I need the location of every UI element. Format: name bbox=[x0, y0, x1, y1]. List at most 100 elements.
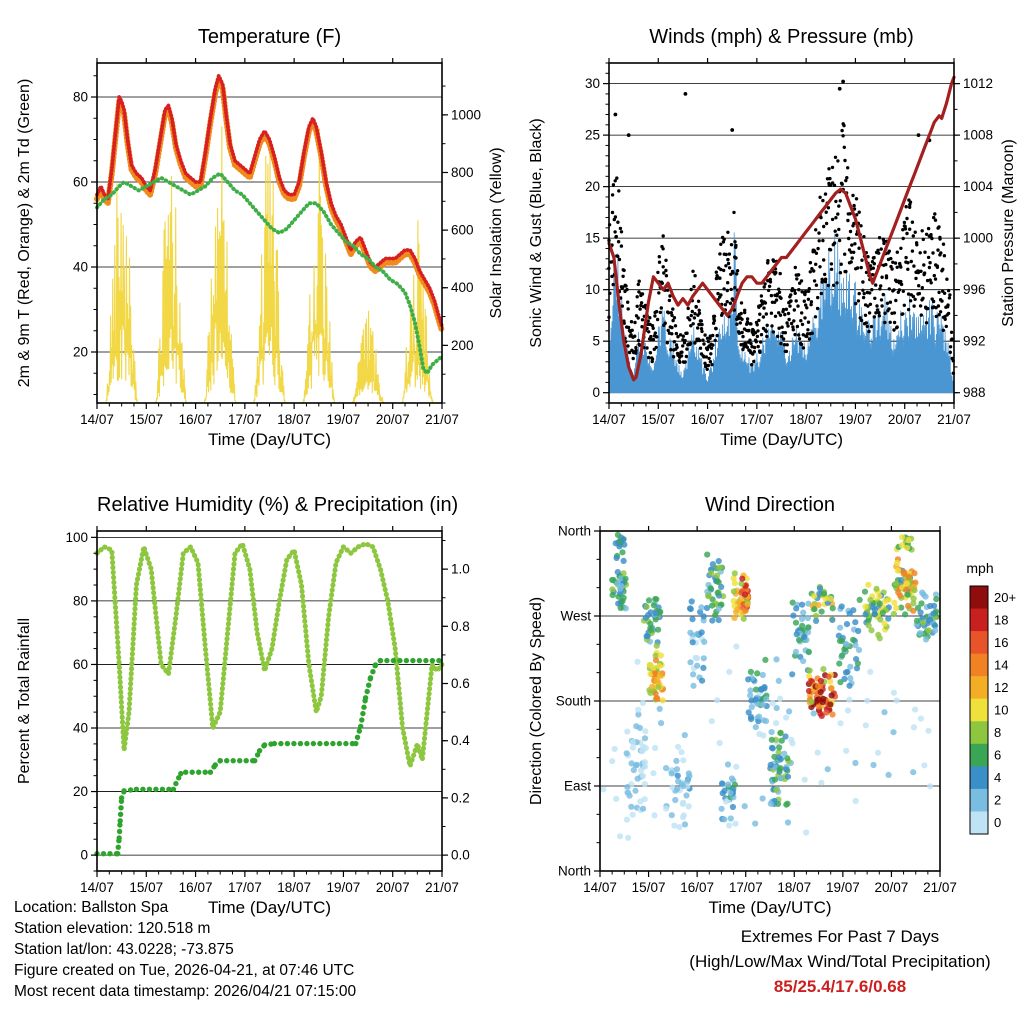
svg-text:West: West bbox=[560, 609, 591, 624]
temperature-xlabel: Time (Day/UTC) bbox=[207, 430, 332, 449]
svg-text:60: 60 bbox=[73, 657, 88, 672]
svg-text:16/07: 16/07 bbox=[691, 412, 725, 427]
svg-text:0.2: 0.2 bbox=[451, 790, 470, 805]
winds-ylabel-left: Sonic Wind & Gust (Blue, Black) bbox=[528, 118, 545, 348]
svg-text:988: 988 bbox=[963, 385, 986, 400]
svg-text:1000: 1000 bbox=[963, 231, 993, 246]
svg-text:0: 0 bbox=[592, 385, 600, 400]
svg-text:1000: 1000 bbox=[451, 107, 481, 122]
svg-text:400: 400 bbox=[451, 280, 474, 295]
svg-text:20+: 20+ bbox=[994, 590, 1016, 605]
svg-text:60: 60 bbox=[73, 175, 88, 190]
svg-text:14/07: 14/07 bbox=[592, 412, 626, 427]
station-info: Location: Ballston Spa Station elevation… bbox=[14, 897, 356, 1002]
temperature-plot: 14/07 15/07 16/07 17/07 18/07 19/07 20/07 21/07… bbox=[73, 58, 481, 427]
svg-text:10: 10 bbox=[585, 282, 600, 297]
svg-text:0.6: 0.6 bbox=[451, 676, 470, 691]
humidity-precip-xlabel: Time (Day/UTC) bbox=[207, 898, 332, 917]
svg-text:21/07: 21/07 bbox=[937, 412, 971, 427]
winds-pressure-panel: 14/07 15/07 16/07 17/07 18/07 19/07 20/07 21/07… bbox=[512, 6, 1024, 476]
wind-direction-plot: 14/07 15/07 16/07 17/07 18/07 19/07 20/07 21/07… bbox=[556, 524, 1016, 896]
extremes-summary: Extremes For Past 7 Days (High/Low/Max W… bbox=[660, 924, 1020, 999]
humidity-ylabel-left: Percent & Total Rainfall bbox=[16, 618, 33, 785]
recent-timestamp: Most recent data timestamp: 2026/04/21 0… bbox=[14, 983, 357, 1000]
svg-text:17/07: 17/07 bbox=[729, 880, 763, 895]
svg-text:200: 200 bbox=[451, 338, 474, 353]
humidity-precip-title: Relative Humidity (%) & Precipitation (i… bbox=[97, 494, 459, 516]
svg-text:14: 14 bbox=[994, 657, 1008, 672]
svg-text:1.0: 1.0 bbox=[451, 562, 470, 577]
svg-text:20/07: 20/07 bbox=[888, 412, 922, 427]
humidity-precip-panel: 14/07 15/07 16/07 17/07 18/07 19/07 20/07 21/07… bbox=[0, 474, 512, 944]
svg-text:15: 15 bbox=[585, 231, 600, 246]
svg-text:0: 0 bbox=[994, 815, 1001, 830]
svg-text:0.0: 0.0 bbox=[451, 848, 470, 863]
svg-text:40: 40 bbox=[73, 260, 88, 275]
svg-text:14/07: 14/07 bbox=[80, 412, 114, 427]
svg-text:18/07: 18/07 bbox=[277, 412, 311, 427]
winds-pressure-title: Winds (mph) & Pressure (mb) bbox=[649, 26, 914, 48]
svg-text:8: 8 bbox=[994, 725, 1001, 740]
svg-text:20/07: 20/07 bbox=[875, 880, 909, 895]
svg-text:14/07: 14/07 bbox=[80, 880, 114, 895]
temperature-ylabel-right: Solar Insolation (Yellow) bbox=[488, 147, 505, 319]
svg-text:996: 996 bbox=[963, 282, 986, 297]
svg-text:18/07: 18/07 bbox=[277, 880, 311, 895]
svg-text:992: 992 bbox=[963, 334, 986, 349]
humidity-precip-plot: 14/07 15/07 16/07 17/07 18/07 19/07 20/07 21/07… bbox=[65, 526, 470, 895]
svg-text:19/07: 19/07 bbox=[839, 412, 873, 427]
wind-direction-ylabel-left: Direction (Colored By Speed) bbox=[528, 596, 545, 806]
svg-text:19/07: 19/07 bbox=[327, 412, 361, 427]
svg-text:17/07: 17/07 bbox=[228, 412, 262, 427]
svg-text:6: 6 bbox=[994, 748, 1001, 763]
svg-text:10: 10 bbox=[994, 703, 1008, 718]
svg-text:18: 18 bbox=[994, 612, 1008, 627]
svg-text:100: 100 bbox=[65, 530, 88, 545]
winds-pressure-plot: 14/07 15/07 16/07 17/07 18/07 19/07 20/07 21/07… bbox=[585, 58, 994, 427]
svg-text:15/07: 15/07 bbox=[129, 412, 163, 427]
svg-text:25: 25 bbox=[585, 128, 600, 143]
extremes-line1: Extremes For Past 7 Days bbox=[740, 927, 940, 946]
svg-text:North: North bbox=[558, 864, 591, 879]
svg-text:15/07: 15/07 bbox=[641, 412, 675, 427]
svg-text:South: South bbox=[556, 694, 591, 709]
svg-text:15/07: 15/07 bbox=[632, 880, 666, 895]
svg-text:19/07: 19/07 bbox=[327, 880, 361, 895]
colorbar-title: mph bbox=[966, 560, 994, 576]
wind-direction-title: Wind Direction bbox=[704, 494, 836, 516]
svg-text:15/07: 15/07 bbox=[129, 880, 163, 895]
svg-text:17/07: 17/07 bbox=[740, 412, 774, 427]
extremes-line2: (High/Low/Max Wind/Total Precipitation) bbox=[689, 952, 991, 971]
station-elevation: Station elevation: 120.518 m bbox=[14, 920, 211, 937]
svg-text:21/07: 21/07 bbox=[425, 412, 459, 427]
svg-text:40: 40 bbox=[73, 721, 88, 736]
svg-text:20: 20 bbox=[73, 784, 88, 799]
svg-text:North: North bbox=[558, 524, 591, 539]
svg-text:East: East bbox=[564, 779, 591, 794]
svg-text:80: 80 bbox=[73, 593, 88, 608]
svg-text:21/07: 21/07 bbox=[425, 880, 459, 895]
svg-text:16/07: 16/07 bbox=[179, 412, 213, 427]
temperature-ylabel-left: 2m & 9m T (Red, Orange) & 2m Td (Green) bbox=[16, 78, 33, 388]
temperature-title: Temperature (F) bbox=[197, 26, 342, 48]
wind-direction-xlabel: Time (Day/UTC) bbox=[708, 898, 832, 917]
svg-text:18/07: 18/07 bbox=[789, 412, 823, 427]
station-location: Location: Ballston Spa bbox=[14, 899, 169, 916]
svg-text:0: 0 bbox=[80, 848, 88, 863]
svg-text:18/07: 18/07 bbox=[777, 880, 811, 895]
svg-text:16/07: 16/07 bbox=[179, 880, 213, 895]
svg-text:14/07: 14/07 bbox=[583, 880, 617, 895]
svg-text:800: 800 bbox=[451, 165, 474, 180]
svg-text:1004: 1004 bbox=[963, 179, 994, 194]
svg-text:20: 20 bbox=[585, 179, 600, 194]
svg-text:16/07: 16/07 bbox=[680, 880, 714, 895]
extremes-values: 85/25.4/17.6/0.68 bbox=[773, 977, 907, 996]
svg-text:12: 12 bbox=[994, 680, 1008, 695]
svg-text:600: 600 bbox=[451, 223, 474, 238]
svg-text:20: 20 bbox=[73, 345, 88, 360]
svg-text:30: 30 bbox=[585, 76, 600, 91]
pressure-ylabel-right: Station Pressure (Maroon) bbox=[1000, 139, 1017, 327]
svg-text:17/07: 17/07 bbox=[228, 880, 262, 895]
svg-text:4: 4 bbox=[994, 770, 1001, 785]
svg-text:2: 2 bbox=[994, 793, 1001, 808]
